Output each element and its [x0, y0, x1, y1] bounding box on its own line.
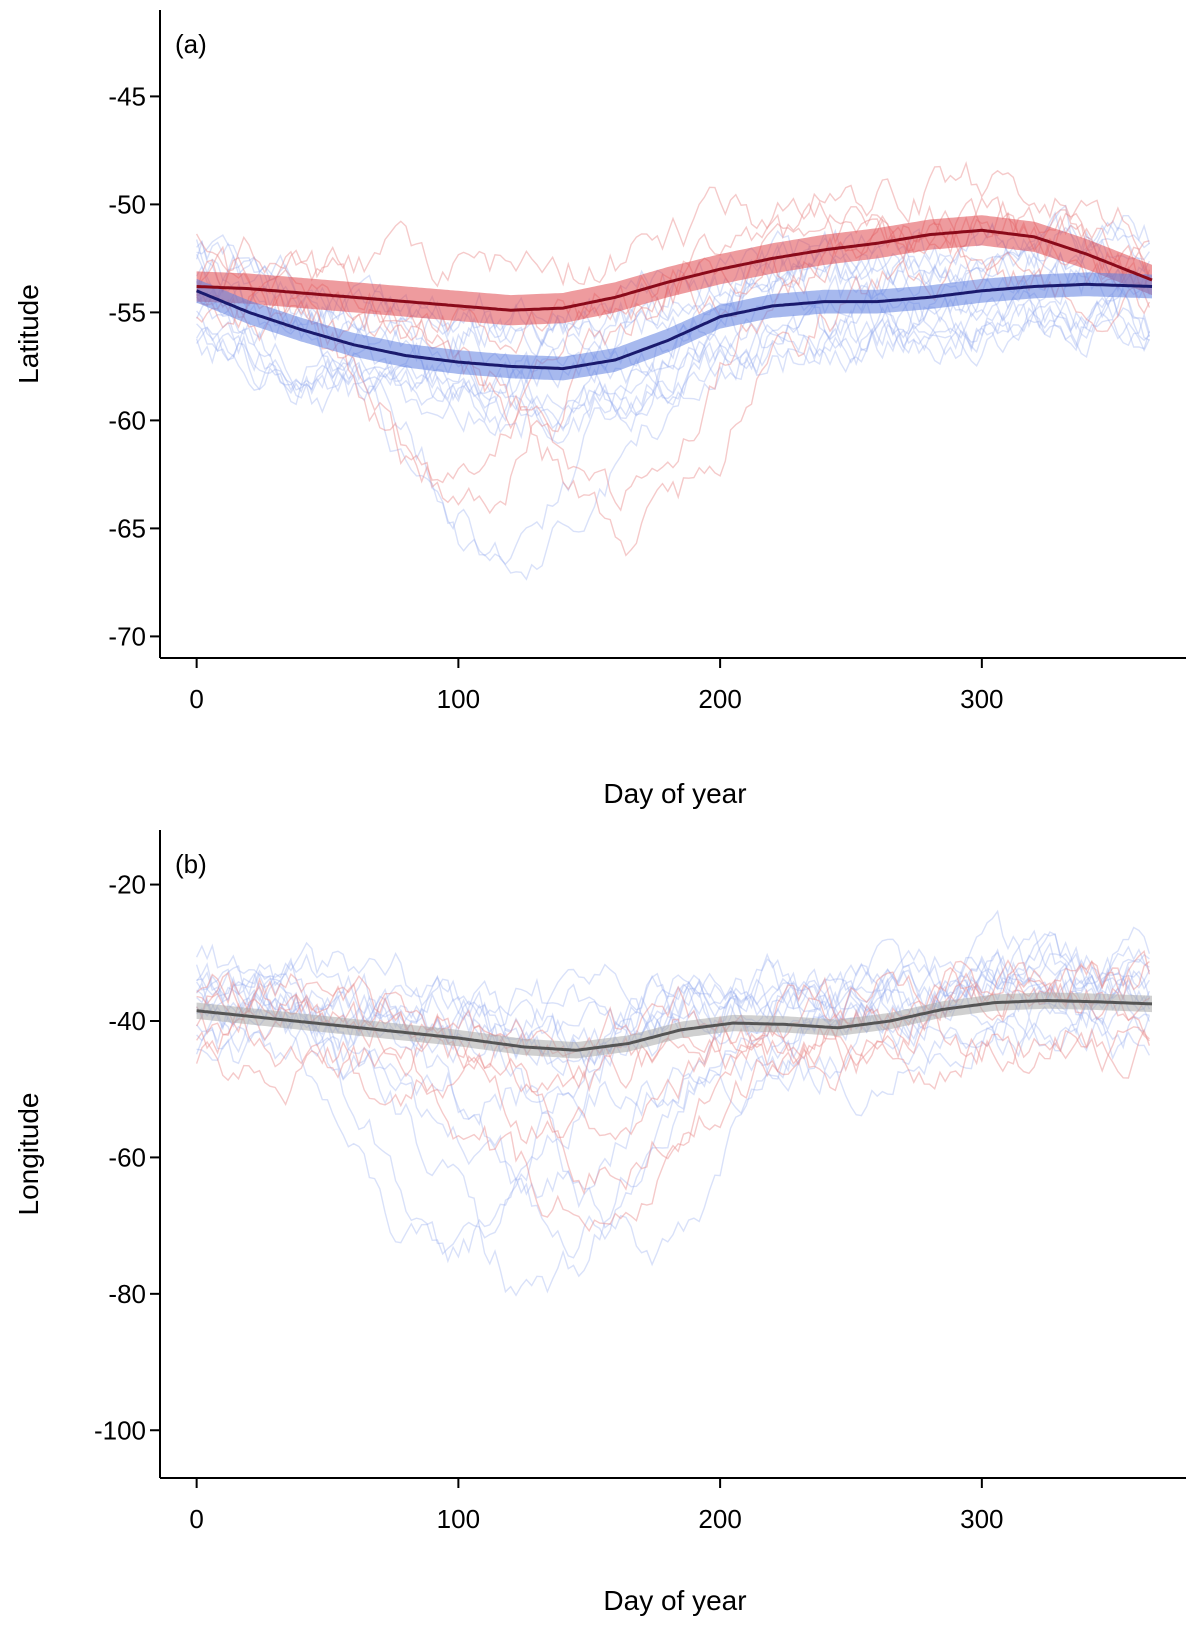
blue-track-line — [196, 262, 1151, 398]
y-tick-label: -60 — [108, 405, 146, 435]
panel-b-longitude: 0 100 200 300 -20 -40 -60 -80 -100 (b) Day of y… — [13, 830, 1186, 1616]
confidence-bands-b — [196, 992, 1153, 1059]
y-tick-label: -40 — [108, 1006, 146, 1036]
plot-area-b — [160, 830, 1186, 1478]
x-tick-label: 0 — [189, 1504, 203, 1534]
x-tick-label: 200 — [698, 1504, 741, 1534]
grey-smooth-fit-band — [196, 992, 1153, 1059]
x-tick-label: 300 — [960, 684, 1003, 714]
red-track-line — [196, 1005, 1151, 1233]
blue-smooth-fit-line — [196, 282, 1153, 371]
y-tick-label: -55 — [108, 297, 146, 327]
x-tick-label: 0 — [189, 684, 203, 714]
y-ticks-b: -20 -40 -60 -80 -100 — [94, 870, 160, 1445]
panel-label-b: (b) — [175, 849, 207, 879]
y-axis-title-a: Latitude — [13, 284, 44, 384]
blue-track-line — [195, 948, 1151, 1060]
blue-track-line — [195, 204, 1151, 385]
x-axis-title-b: Day of year — [603, 1585, 746, 1616]
x-ticks-a: 0 100 200 300 — [189, 658, 1004, 714]
x-tick-label: 300 — [960, 1504, 1003, 1534]
y-tick-label: -70 — [108, 621, 146, 651]
x-axis-title-a: Day of year — [603, 778, 746, 809]
blue-track-line — [196, 985, 1151, 1199]
blue-track-line — [195, 284, 1150, 445]
blue-track-line — [196, 989, 1151, 1077]
blue-track-line — [195, 931, 1150, 1264]
panel-a-latitude: 0 100 200 300 -45 -50 -55 -60 -65 -70 (a) Day of… — [13, 10, 1186, 809]
x-ticks-b: 0 100 200 300 — [189, 1478, 1004, 1534]
smooth-fits-a — [196, 228, 1153, 371]
y-tick-label: -50 — [108, 189, 146, 219]
blue-track-line — [196, 929, 1151, 1256]
x-tick-label: 100 — [437, 684, 480, 714]
y-tick-label: -45 — [108, 81, 146, 111]
y-tick-label: -65 — [108, 513, 146, 543]
red-track-line — [195, 1026, 1150, 1108]
smooth-fits-b — [196, 998, 1153, 1052]
red-smooth-fit-band — [196, 215, 1153, 326]
red-track-line — [196, 244, 1151, 557]
blue-track-line — [196, 909, 1151, 1044]
blue-track-line — [196, 292, 1151, 442]
x-tick-label: 100 — [437, 1504, 480, 1534]
blue-track-line — [195, 1013, 1151, 1126]
x-tick-label: 200 — [698, 684, 741, 714]
blue-track-line — [195, 240, 1151, 566]
y-tick-label: -80 — [108, 1279, 146, 1309]
blue-track-line — [195, 295, 1151, 581]
red-smooth-fit-line — [196, 228, 1153, 312]
blue-track-line — [195, 926, 1151, 1034]
y-tick-label: -60 — [108, 1142, 146, 1172]
y-tick-label: -20 — [108, 870, 146, 900]
y-tick-label: -100 — [94, 1415, 146, 1445]
red-track-line — [196, 959, 1150, 1141]
red-track-line — [195, 160, 1150, 288]
blue-track-line — [196, 941, 1150, 1066]
panel-label-a: (a) — [175, 29, 207, 59]
blue-track-line — [196, 962, 1151, 1067]
y-ticks-a: -45 -50 -55 -60 -65 -70 — [108, 81, 160, 651]
red-track-line — [196, 217, 1151, 355]
y-axis-title-b: Longitude — [13, 1092, 44, 1215]
blue-track-line — [196, 1011, 1150, 1297]
grey-smooth-fit-line — [196, 998, 1153, 1052]
